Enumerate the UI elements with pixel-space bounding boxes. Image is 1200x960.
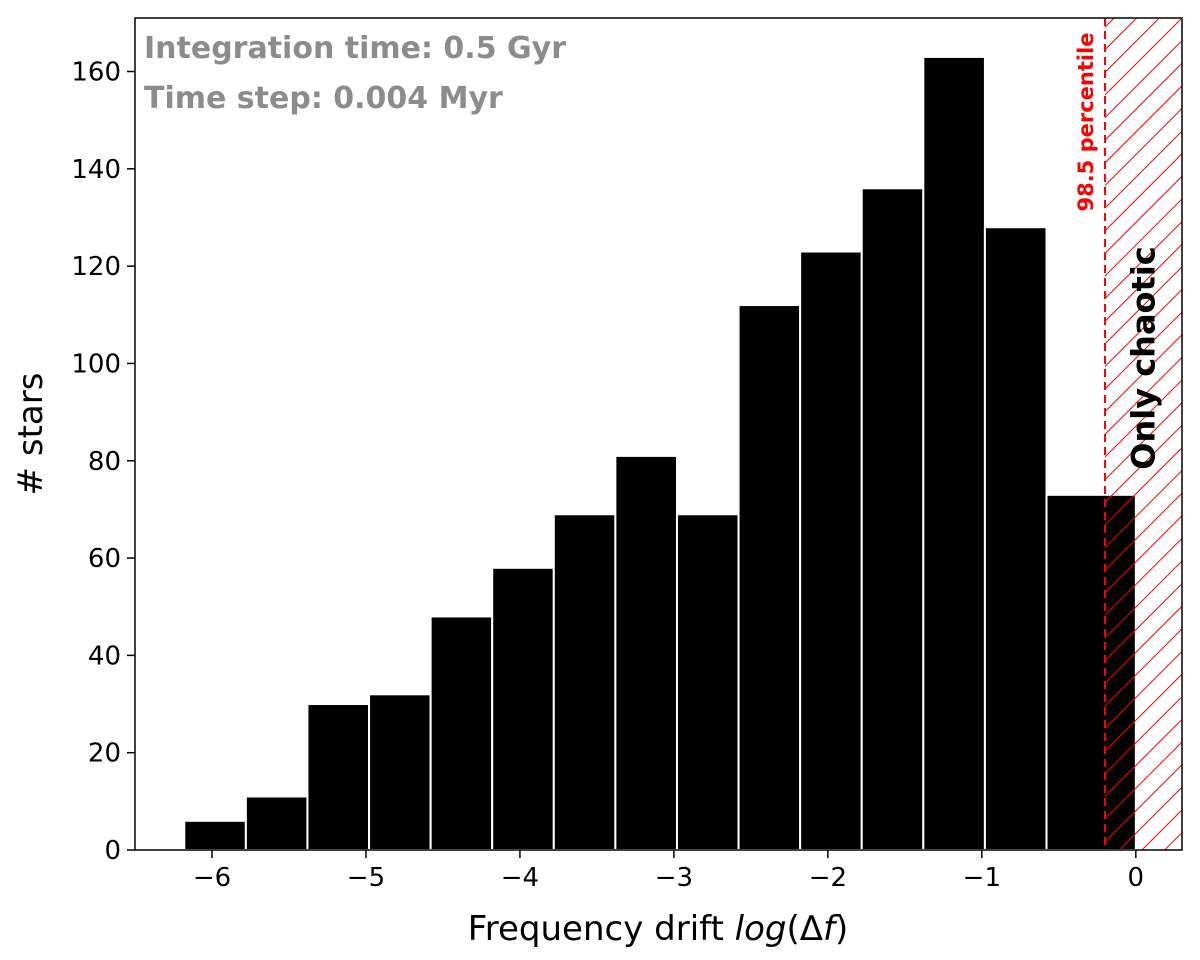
chaotic-region (1105, 18, 1182, 850)
histogram-bar-6 (491, 566, 555, 851)
x-tick-label: −1 (963, 863, 1001, 893)
x-axis-label-mid: (Δ (787, 909, 824, 949)
percentile-label: 98.5 percentile (1074, 32, 1098, 211)
y-tick-label: 140 (71, 155, 121, 185)
y-tick-label: 120 (71, 252, 121, 282)
y-tick-label: 160 (71, 58, 121, 88)
x-tick-label: −6 (193, 863, 231, 893)
y-tick-label: 100 (71, 349, 121, 379)
y-tick-label: 0 (104, 836, 121, 866)
x-tick-label: −3 (655, 863, 693, 893)
y-axis-label: # stars (11, 373, 51, 496)
x-axis-label: Frequency drift log(Δf) (468, 909, 849, 949)
histogram-bar-4 (368, 693, 432, 851)
histogram-bar-9 (675, 513, 740, 851)
x-tick-label: −5 (347, 863, 385, 893)
y-tick-label: 80 (88, 447, 121, 477)
histogram-bar-13 (922, 55, 986, 852)
histogram-bar-11 (799, 250, 863, 851)
x-tick-label: −2 (809, 863, 847, 893)
x-tick-label: −4 (501, 863, 539, 893)
x-axis-label-italic: log (735, 909, 787, 949)
region-label: Only chaotic (1125, 246, 1163, 470)
chaotic-region-hatch (1105, 18, 1182, 850)
histogram-bars (183, 55, 1137, 852)
histogram-bar-5 (429, 615, 494, 851)
x-axis-ticks: −6 −5 −4 −3 −2 −1 0 (193, 850, 1144, 893)
annotation-integration-time: Integration time: 0.5 Gyr (144, 31, 566, 66)
histogram-bar-14 (983, 226, 1048, 851)
y-tick-label: 40 (88, 641, 121, 671)
histogram-bar-2 (244, 795, 309, 852)
y-tick-label: 60 (88, 544, 121, 574)
histogram-bar-7 (552, 513, 617, 851)
annotation-time-step: Time step: 0.004 Myr (144, 81, 503, 116)
histogram-bar-8 (614, 454, 678, 851)
y-axis-ticks: 0 20 40 60 80 100 120 140 160 (71, 58, 135, 866)
x-tick-label: 0 (1128, 863, 1145, 893)
plot-frame (134, 17, 1183, 851)
histogram-bar-1 (183, 819, 247, 851)
y-tick-label: 20 (88, 739, 121, 769)
histogram-bar-10 (737, 304, 802, 851)
histogram-bar-12 (860, 187, 925, 851)
x-axis-label-suffix: ) (835, 909, 848, 949)
x-axis-label-prefix: Frequency drift (468, 909, 735, 949)
histogram-bar-3 (306, 703, 371, 851)
